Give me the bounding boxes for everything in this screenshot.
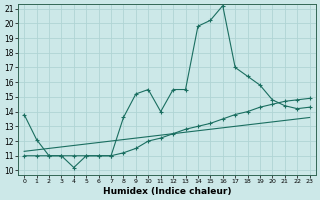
X-axis label: Humidex (Indice chaleur): Humidex (Indice chaleur) (103, 187, 231, 196)
